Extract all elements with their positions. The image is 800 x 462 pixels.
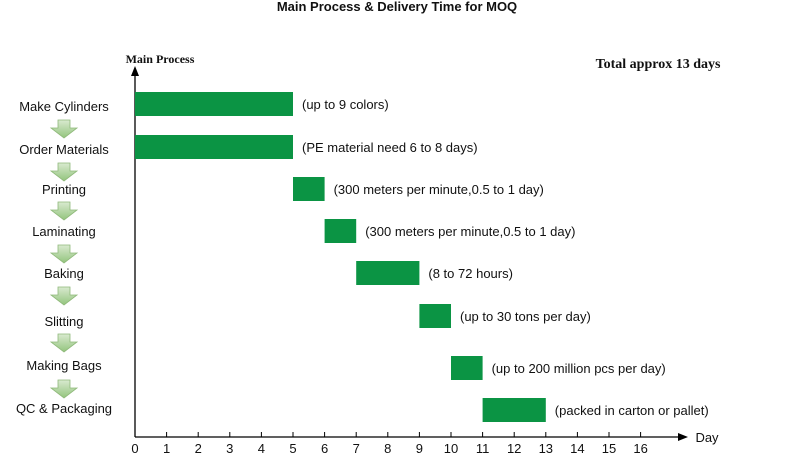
x-axis-title: Day — [695, 430, 719, 445]
x-tick-label: 1 — [163, 441, 170, 456]
bar — [482, 398, 546, 422]
y-axis-title: Main Process — [126, 52, 195, 66]
step-label: Making Bags — [26, 358, 102, 373]
bar — [135, 135, 293, 159]
bar-note: (300 meters per minute,0.5 to 1 day) — [334, 182, 544, 197]
step-label: QC & Packaging — [16, 401, 112, 416]
x-tick-label: 9 — [416, 441, 423, 456]
bar — [451, 356, 483, 380]
x-tick-label: 5 — [289, 441, 296, 456]
flow-arrow-icon — [49, 201, 79, 221]
x-tick-label: 16 — [633, 441, 647, 456]
bar-note: (packed in carton or pallet) — [555, 403, 709, 418]
total-annotation: Total approx 13 days — [596, 57, 721, 72]
bar-note: (up to 30 tons per day) — [460, 309, 591, 324]
bar-notes: (up to 9 colors) (PE material need 6 to 8… — [302, 97, 709, 418]
x-tick-label: 3 — [226, 441, 233, 456]
x-tick-label: 10 — [444, 441, 458, 456]
bar — [324, 219, 357, 243]
x-tick-label: 6 — [321, 441, 328, 456]
bar-note: (up to 200 million pcs per day) — [492, 361, 666, 376]
flow-arrow-icon — [49, 286, 79, 306]
bar-note: (8 to 72 hours) — [428, 266, 513, 281]
x-tick-label: 8 — [384, 441, 391, 456]
bar — [135, 92, 293, 116]
x-tick-label: 12 — [507, 441, 521, 456]
x-tick-label: 13 — [539, 441, 553, 456]
x-tick-label: 14 — [570, 441, 584, 456]
bars — [135, 92, 546, 422]
x-tick-label: 15 — [602, 441, 616, 456]
step-label: Printing — [42, 182, 86, 197]
step-label: Slitting — [44, 314, 83, 329]
x-tick-label: 11 — [476, 441, 490, 456]
bar-note: (300 meters per minute,0.5 to 1 day) — [365, 224, 575, 239]
y-axis-arrow — [131, 66, 139, 76]
x-tick-label: 2 — [195, 441, 202, 456]
step-label: Baking — [44, 266, 84, 281]
x-ticks: 0 1 2 3 4 5 6 7 8 9 10 11 12 13 14 15 16 — [131, 432, 648, 456]
flow-arrow-icon — [49, 162, 79, 182]
flow-arrow-icon — [49, 119, 79, 139]
step-label: Make Cylinders — [19, 99, 109, 114]
flow-arrow-icon — [49, 333, 79, 353]
bar — [293, 177, 325, 201]
bar — [356, 261, 420, 285]
flow-arrow-icon — [49, 244, 79, 264]
x-axis-arrow — [678, 433, 688, 441]
x-tick-label: 7 — [353, 441, 360, 456]
step-label: Laminating — [32, 224, 96, 239]
flow-arrow-icon — [49, 379, 79, 399]
x-tick-label: 0 — [131, 441, 138, 456]
step-label: Order Materials — [19, 142, 109, 157]
bar-note: (PE material need 6 to 8 days) — [302, 140, 478, 155]
process-steps: Make Cylinders Order Materials Printing Lam… — [16, 99, 112, 416]
flow-arrows — [49, 119, 79, 399]
chart-title: Main Process & Delivery Time for MOQ — [277, 0, 517, 14]
bar — [419, 304, 451, 328]
x-tick-label: 4 — [258, 441, 265, 456]
bar-note: (up to 9 colors) — [302, 97, 389, 112]
